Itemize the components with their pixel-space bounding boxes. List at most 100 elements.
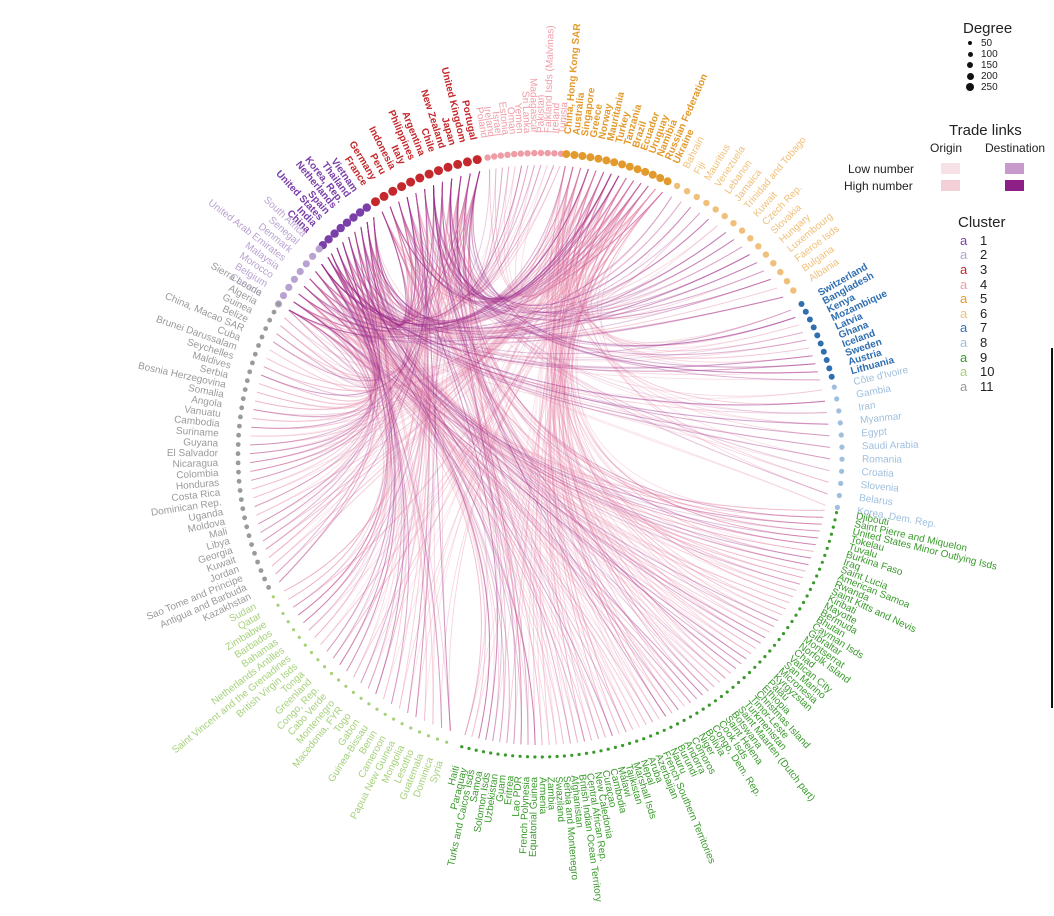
trade-link [547, 166, 761, 644]
node-dot [330, 229, 339, 238]
node-dot [730, 220, 737, 227]
trade-link [276, 242, 379, 389]
trade-link [249, 175, 462, 455]
trade-link [253, 182, 642, 416]
trade-link [398, 171, 481, 303]
cluster-color-glyph: a [960, 232, 968, 248]
node-dot [324, 235, 333, 244]
trade-link [360, 226, 786, 610]
trade-link [449, 178, 685, 707]
node-dot [610, 158, 619, 167]
trade-link [342, 242, 606, 738]
trade-link [432, 185, 758, 317]
trade-link [424, 188, 818, 374]
trade-link [293, 301, 800, 585]
trade-link [353, 222, 400, 678]
trade-link [321, 173, 612, 325]
trade-link [272, 166, 574, 381]
node-dot [489, 751, 493, 755]
trade-link [250, 211, 410, 446]
node-dot [235, 460, 241, 466]
trade-link [424, 188, 810, 359]
node-degree-dots [235, 149, 845, 759]
trade-link [565, 182, 721, 683]
trade-link [303, 285, 806, 572]
node-dot [290, 275, 298, 283]
node-dot [467, 746, 471, 751]
node-dot [453, 159, 463, 169]
node-dot [276, 603, 280, 607]
trade-link [321, 263, 806, 572]
high-number-label: High number [844, 179, 913, 193]
degree-legend-value: 100 [981, 48, 998, 60]
trade-link [276, 271, 377, 387]
trade-link [572, 185, 794, 598]
trade-link [506, 177, 627, 744]
trade-link [348, 232, 727, 333]
trade-link [441, 182, 642, 728]
trade-link [567, 185, 731, 674]
node-dot [344, 684, 348, 688]
node-dot [838, 432, 844, 438]
node-dot [511, 754, 515, 758]
trade-link [562, 166, 826, 405]
node-dot [826, 365, 833, 372]
trade-link [253, 242, 377, 418]
node-dot [409, 726, 413, 730]
trade-link [381, 197, 428, 307]
trade-link [389, 206, 796, 347]
trade-link [441, 181, 809, 566]
trade-link [561, 171, 814, 552]
node-dot [309, 252, 317, 260]
node-dot [271, 595, 275, 599]
trade-link [309, 278, 790, 604]
trade-link [390, 188, 432, 705]
trade-link [348, 185, 435, 326]
trade-link [336, 206, 409, 330]
node-dot [337, 678, 341, 682]
trade-link [321, 196, 673, 329]
node-dot [738, 227, 746, 234]
node-dot [525, 755, 530, 759]
trade-link [389, 206, 430, 718]
node-dot [392, 717, 396, 721]
node-dot [286, 620, 290, 624]
trade-link [463, 173, 766, 639]
trade-link [449, 171, 605, 300]
trade-link [278, 263, 379, 583]
trade-link [309, 188, 427, 330]
node-dot [255, 559, 260, 565]
trade-link [389, 206, 800, 585]
trade-link [288, 309, 809, 566]
trade-link [298, 293, 394, 666]
trade-link [265, 181, 443, 550]
trade-link [250, 222, 382, 437]
trade-link [253, 166, 566, 499]
cluster-color-glyph: a [960, 320, 968, 336]
trade-link [330, 253, 703, 696]
trade-link [415, 192, 775, 627]
node-dot [656, 174, 665, 182]
trade-link [269, 309, 373, 393]
node-dot [240, 396, 246, 402]
node-dot [400, 722, 404, 726]
trade-link [560, 185, 663, 303]
trade-link [456, 175, 667, 717]
trade-link [253, 309, 371, 499]
node-dot [625, 162, 634, 171]
trade-link [544, 170, 597, 742]
trade-link [562, 173, 779, 622]
trade-link [293, 191, 663, 336]
trade-link [424, 188, 750, 316]
trade-link [549, 175, 620, 740]
node-dot [496, 752, 500, 756]
trade-link [468, 171, 605, 299]
country-label: Yemen [512, 103, 525, 134]
trade-link [546, 167, 627, 733]
trade-link [492, 177, 627, 742]
node-dot [540, 755, 544, 759]
trade-link [576, 191, 818, 539]
country-label: Angola [190, 394, 223, 410]
destination-high-swatch [1005, 180, 1024, 191]
